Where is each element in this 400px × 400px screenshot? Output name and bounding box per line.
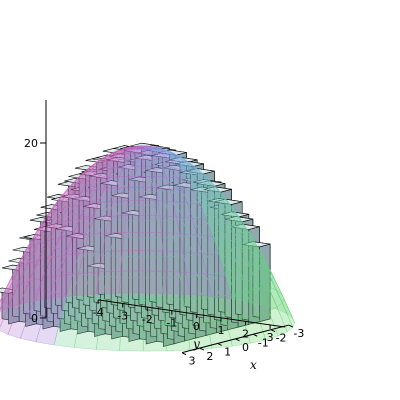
x-tick-mark (199, 347, 205, 351)
surface-patch (142, 158, 154, 168)
surface-patch (0, 284, 18, 312)
surface-patch (96, 323, 122, 351)
surface-patch (142, 215, 162, 233)
surface-patch (142, 324, 168, 352)
y-tick-label: 3 (267, 331, 274, 344)
surface-patch (35, 316, 61, 346)
surface-patch (127, 187, 144, 202)
surface-patch (129, 175, 144, 188)
surface-patch (162, 250, 187, 273)
surface-patch (142, 200, 161, 217)
surface-patch (118, 270, 144, 294)
surface-patch (122, 231, 144, 252)
surface-patch (159, 215, 181, 234)
surface-patch (164, 271, 190, 295)
paraboloid-surface (0, 145, 295, 352)
x-tick-mark (235, 338, 240, 342)
surface-patch (142, 175, 157, 189)
z-tick-label: 0 (31, 312, 38, 325)
surface-patch (0, 300, 10, 328)
surface-patch (142, 187, 159, 202)
y-tick-label: -1 (166, 317, 177, 330)
surface-patch (119, 324, 144, 352)
x-tick-label: -3 (293, 327, 304, 340)
y-tick-label: 2 (242, 327, 249, 340)
x-tick-mark (253, 333, 258, 337)
surface-patch (95, 270, 122, 295)
x-tick-label: 3 (189, 355, 196, 368)
x-tick-label: 0 (242, 341, 249, 354)
surface-patch (0, 288, 10, 310)
x-tick-label: -2 (276, 332, 287, 345)
z-tick-label: 20 (24, 137, 38, 150)
x-tick-mark (288, 324, 294, 328)
surface-patch (161, 232, 184, 253)
surface-patch (130, 166, 144, 177)
y-axis-label: y (192, 337, 200, 351)
x-tick-mark (181, 352, 187, 356)
x-axis-label: x (250, 358, 257, 372)
y-tick-label: 0 (193, 320, 200, 333)
y-axis-line (98, 299, 285, 328)
y-tick-label: -3 (117, 309, 128, 322)
x-tick-label: 1 (224, 345, 231, 358)
surface-patch (123, 215, 144, 233)
x-tick-label: 2 (206, 350, 213, 363)
x-tick-mark (270, 329, 276, 333)
y-tick-label: -4 (93, 306, 104, 319)
surface-patch (142, 152, 152, 160)
y-tick-label: 1 (217, 324, 224, 337)
surface-patch (142, 231, 164, 252)
x-tick-mark (217, 343, 222, 346)
surface-patch (120, 250, 144, 272)
surface-patch (142, 270, 167, 294)
y-tick-label: -2 (142, 313, 153, 326)
surface-patch (0, 296, 5, 311)
x-tick-label: -1 (258, 336, 269, 349)
bar-0-9 (242, 241, 271, 323)
surface-patch (125, 200, 144, 216)
surface-patch (102, 232, 125, 252)
surface-patch (157, 200, 177, 217)
surface-patch (99, 250, 123, 273)
bar-face-top (203, 186, 232, 193)
surface-patch (142, 166, 156, 177)
surface-patch (142, 250, 166, 272)
